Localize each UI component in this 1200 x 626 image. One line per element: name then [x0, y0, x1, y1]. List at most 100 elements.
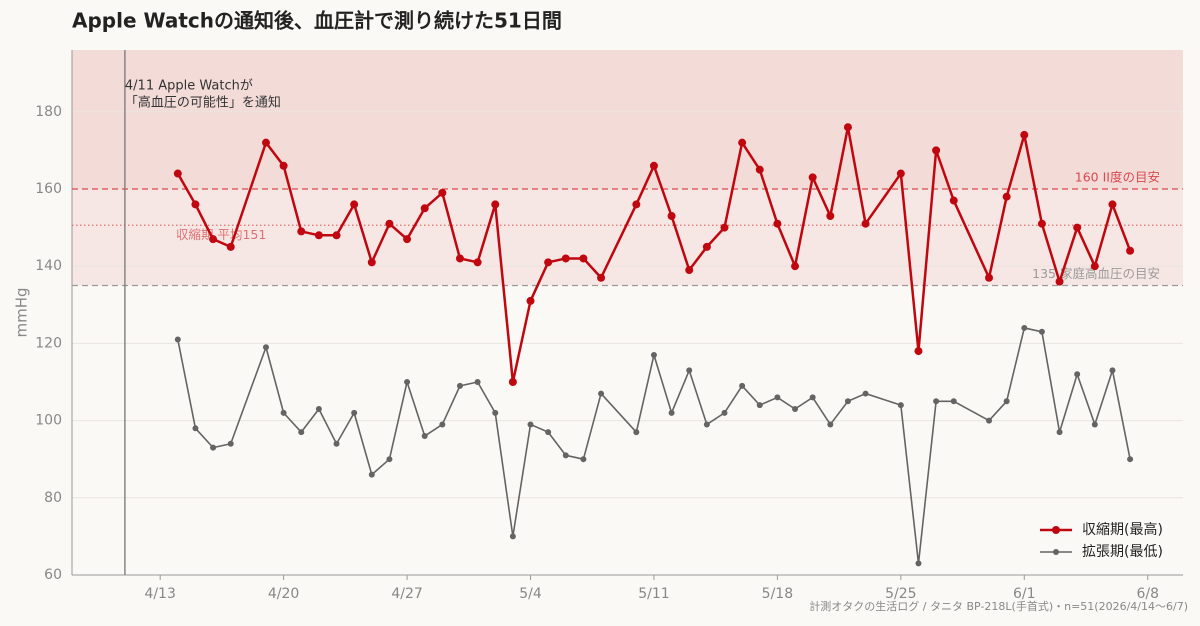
data-point	[386, 456, 393, 463]
x-tick-label: 4/27	[391, 586, 422, 602]
data-point	[297, 227, 306, 236]
legend-marker	[1052, 526, 1060, 534]
data-point	[368, 471, 375, 478]
data-point	[720, 223, 729, 232]
data-point	[1056, 429, 1063, 436]
data-point	[174, 336, 181, 343]
data-point	[985, 273, 994, 282]
data-point	[351, 409, 358, 416]
data-point	[526, 296, 535, 305]
data-point	[1108, 200, 1117, 209]
data-point	[756, 402, 763, 409]
data-point	[544, 258, 553, 267]
data-point	[774, 394, 781, 401]
data-point	[1091, 421, 1098, 428]
data-point	[508, 377, 517, 386]
data-point	[773, 219, 782, 228]
data-point	[420, 204, 429, 213]
data-point	[1003, 398, 1010, 405]
data-point	[949, 196, 958, 205]
data-point	[209, 235, 218, 244]
legend-label: 拡張期(最低)	[1082, 544, 1163, 560]
data-point	[897, 402, 904, 409]
data-point	[227, 440, 234, 447]
x-tick-label: 4/13	[144, 586, 175, 602]
data-point	[827, 421, 834, 428]
data-point	[650, 351, 657, 358]
data-point	[333, 440, 340, 447]
x-tick-label: 5/25	[885, 586, 916, 602]
annotation-text: 「高血圧の可能性」を通知	[125, 95, 281, 111]
data-point	[350, 200, 359, 209]
data-point	[562, 452, 569, 459]
data-point	[1074, 371, 1081, 378]
data-point	[598, 390, 605, 397]
data-point	[914, 347, 923, 356]
data-point	[933, 398, 940, 405]
data-point	[367, 258, 376, 267]
x-tick-label: 5/18	[762, 586, 793, 602]
data-point	[226, 242, 235, 251]
data-point	[791, 262, 800, 271]
footer: 計測オタクの生活ログ / タニタ BP-218L(手首式)・n=51(2026/…	[809, 599, 1188, 613]
data-point	[456, 382, 463, 389]
data-point	[1073, 223, 1082, 232]
data-point	[455, 254, 464, 263]
data-point	[262, 344, 269, 351]
data-point	[474, 378, 481, 385]
data-point	[738, 138, 747, 147]
data-point	[1021, 324, 1028, 331]
x-tick-label: 5/11	[638, 586, 669, 602]
y-tick-label: 100	[35, 413, 62, 429]
x-tick-label: 6/8	[1136, 586, 1159, 602]
data-point	[597, 273, 606, 282]
data-point	[280, 409, 287, 416]
data-point	[721, 409, 728, 416]
annotation-text: 4/11 Apple Watchが	[125, 79, 253, 94]
data-point	[473, 258, 482, 267]
y-tick-label: 60	[44, 567, 62, 583]
y-tick-label: 140	[35, 258, 62, 274]
x-tick-label: 5/4	[519, 586, 542, 602]
data-point	[1038, 328, 1045, 335]
data-point	[950, 398, 957, 405]
data-point	[861, 219, 870, 228]
data-point	[314, 231, 323, 240]
data-point	[561, 254, 570, 263]
data-point	[404, 378, 411, 385]
data-point	[862, 390, 869, 397]
x-tick-label: 4/20	[268, 586, 299, 602]
data-point	[755, 165, 764, 174]
data-point	[315, 406, 322, 413]
y-tick-label: 160	[35, 181, 62, 197]
data-point	[632, 200, 641, 209]
series-line	[177, 327, 1131, 565]
data-point	[843, 123, 852, 132]
data-point	[509, 533, 516, 540]
data-point	[403, 235, 412, 244]
y-tick-label: 120	[35, 335, 62, 351]
data-point	[192, 425, 199, 432]
band	[72, 50, 1183, 189]
data-point	[421, 433, 428, 440]
legend-marker	[1053, 549, 1059, 555]
data-point	[792, 406, 799, 413]
data-point	[439, 421, 446, 428]
data-point	[649, 161, 658, 170]
data-point	[491, 200, 500, 209]
data-point	[686, 367, 693, 374]
y-tick-label: 80	[44, 490, 62, 506]
data-point	[844, 398, 851, 405]
data-point	[1055, 277, 1064, 286]
data-point	[579, 254, 588, 263]
data-point	[492, 409, 499, 416]
data-point	[703, 421, 710, 428]
data-point	[1109, 367, 1116, 374]
data-point	[279, 161, 288, 170]
data-point	[210, 444, 217, 451]
data-point	[809, 394, 816, 401]
data-point	[191, 200, 200, 209]
data-point	[739, 382, 746, 389]
data-point	[385, 219, 394, 228]
